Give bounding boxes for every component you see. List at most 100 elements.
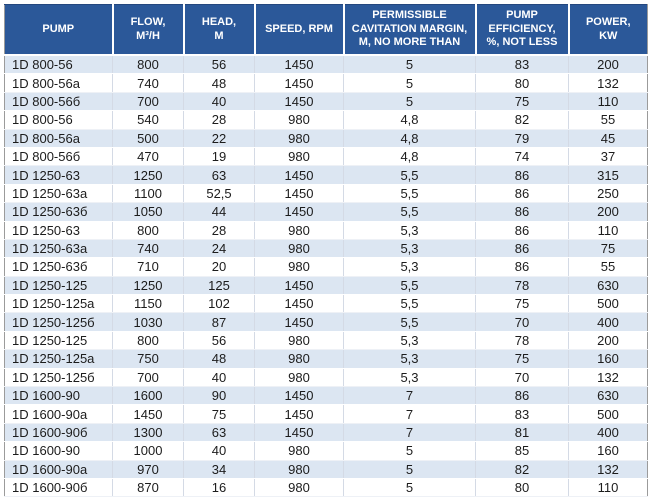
value-cell: 86 — [475, 239, 569, 259]
value-cell: 7 — [343, 386, 476, 406]
value-cell: 1450 — [254, 294, 344, 314]
table-row: 1D 1250-63a 1100 52,5 1450 5,5 86 250 — [4, 184, 648, 204]
table-row: 1D 1600-90a 1450 75 1450 7 83 500 — [4, 404, 648, 424]
table-row: 1D 1600-90 1000 40 980 5 85 160 — [4, 441, 648, 461]
value-cell: 132 — [568, 460, 648, 479]
value-cell: 40 — [183, 441, 255, 461]
value-cell: 4,8 — [343, 110, 476, 130]
pump-name-cell: 1D 1250-63a — [4, 239, 113, 259]
pump-name-cell: 1D 800-56 — [4, 110, 113, 130]
value-cell: 980 — [254, 349, 344, 369]
value-cell: 63 — [183, 423, 255, 443]
value-cell: 1450 — [254, 55, 344, 75]
table-row: 1D 1250-63a 740 24 980 5,3 86 75 — [4, 239, 648, 259]
table-row: 1D 1600-90 1600 90 1450 7 86 630 — [4, 386, 648, 406]
value-cell: 19 — [183, 147, 255, 167]
value-cell: 56 — [183, 331, 255, 351]
column-header-head: HEAD, M — [182, 4, 256, 56]
value-cell: 200 — [568, 55, 648, 75]
pump-spec-table-container: PUMP FLOW, M³/H HEAD, M SPEED, RPM PERMI… — [4, 4, 648, 498]
column-header-pump: PUMP — [4, 4, 114, 56]
value-cell: 700 — [112, 368, 184, 388]
pump-name-cell: 1D 800-56б — [4, 92, 113, 112]
column-header-speed: SPEED, RPM — [253, 4, 345, 56]
value-cell: 7 — [343, 423, 476, 443]
value-cell: 75 — [475, 92, 569, 112]
value-cell: 78 — [475, 331, 569, 351]
value-cell: 80 — [475, 478, 569, 498]
table-row: 1D 1250-125б 700 40 980 5,3 70 132 — [4, 368, 648, 388]
value-cell: 1600 — [112, 386, 184, 406]
pump-name-cell: 1D 1250-63б — [4, 257, 113, 277]
table-header: PUMP FLOW, M³/H HEAD, M SPEED, RPM PERMI… — [4, 4, 648, 56]
value-cell: 110 — [568, 92, 648, 112]
pump-spec-table: PUMP FLOW, M³/H HEAD, M SPEED, RPM PERMI… — [4, 4, 648, 498]
value-cell: 1450 — [254, 184, 344, 204]
column-header-cavitation-margin: PERMISSIBLE CAVITATION MARGIN, M, NO MOR… — [342, 4, 477, 56]
value-cell: 5,3 — [343, 331, 476, 351]
value-cell: 540 — [112, 110, 184, 130]
table-row: 1D 800-56 540 28 980 4,8 82 55 — [4, 110, 648, 130]
value-cell: 28 — [183, 221, 255, 240]
pump-name-cell: 1D 800-56a — [4, 73, 113, 93]
value-cell: 400 — [568, 312, 648, 332]
value-cell: 45 — [568, 129, 648, 148]
value-cell: 16 — [183, 478, 255, 498]
value-cell: 200 — [568, 331, 648, 351]
value-cell: 160 — [568, 349, 648, 369]
value-cell: 470 — [112, 147, 184, 167]
pump-name-cell: 1D 1250-63a — [4, 184, 113, 204]
value-cell: 7 — [343, 404, 476, 424]
value-cell: 315 — [568, 165, 648, 185]
value-cell: 87 — [183, 312, 255, 332]
value-cell: 970 — [112, 460, 184, 479]
pump-name-cell: 1D 800-56б — [4, 147, 113, 167]
pump-name-cell: 1D 1250-125a — [4, 349, 113, 369]
value-cell: 980 — [254, 221, 344, 240]
pump-name-cell: 1D 1250-125 — [4, 331, 113, 351]
value-cell: 5,3 — [343, 221, 476, 240]
value-cell: 5,3 — [343, 368, 476, 388]
value-cell: 1450 — [254, 386, 344, 406]
value-cell: 132 — [568, 368, 648, 388]
value-cell: 980 — [254, 129, 344, 148]
value-cell: 1100 — [112, 184, 184, 204]
value-cell: 5,3 — [343, 349, 476, 369]
value-cell: 55 — [568, 257, 648, 277]
value-cell: 500 — [112, 129, 184, 148]
value-cell: 110 — [568, 221, 648, 240]
value-cell: 78 — [475, 276, 569, 296]
value-cell: 5 — [343, 478, 476, 498]
pump-name-cell: 1D 800-56a — [4, 129, 113, 148]
value-cell: 5 — [343, 441, 476, 461]
value-cell: 1050 — [112, 202, 184, 222]
value-cell: 980 — [254, 147, 344, 167]
value-cell: 980 — [254, 368, 344, 388]
value-cell: 37 — [568, 147, 648, 167]
value-cell: 1450 — [112, 404, 184, 424]
value-cell: 75 — [568, 239, 648, 259]
value-cell: 870 — [112, 478, 184, 498]
value-cell: 5,5 — [343, 165, 476, 185]
value-cell: 1300 — [112, 423, 184, 443]
value-cell: 63 — [183, 165, 255, 185]
value-cell: 5 — [343, 73, 476, 93]
value-cell: 83 — [475, 55, 569, 75]
pump-name-cell: 1D 1600-90a — [4, 460, 113, 479]
value-cell: 20 — [183, 257, 255, 277]
pump-name-cell: 1D 1250-125б — [4, 312, 113, 332]
table-row: 1D 1250-125a 1150 102 1450 5,5 75 500 — [4, 294, 648, 314]
value-cell: 86 — [475, 221, 569, 240]
value-cell: 710 — [112, 257, 184, 277]
value-cell: 5,5 — [343, 276, 476, 296]
value-cell: 980 — [254, 239, 344, 259]
value-cell: 1450 — [254, 165, 344, 185]
value-cell: 1450 — [254, 202, 344, 222]
pump-name-cell: 1D 1600-90 — [4, 386, 113, 406]
table-header-row: PUMP FLOW, M³/H HEAD, M SPEED, RPM PERMI… — [4, 4, 648, 56]
value-cell: 102 — [183, 294, 255, 314]
value-cell: 56 — [183, 55, 255, 75]
value-cell: 1450 — [254, 73, 344, 93]
pump-name-cell: 1D 1250-125 — [4, 276, 113, 296]
value-cell: 40 — [183, 92, 255, 112]
